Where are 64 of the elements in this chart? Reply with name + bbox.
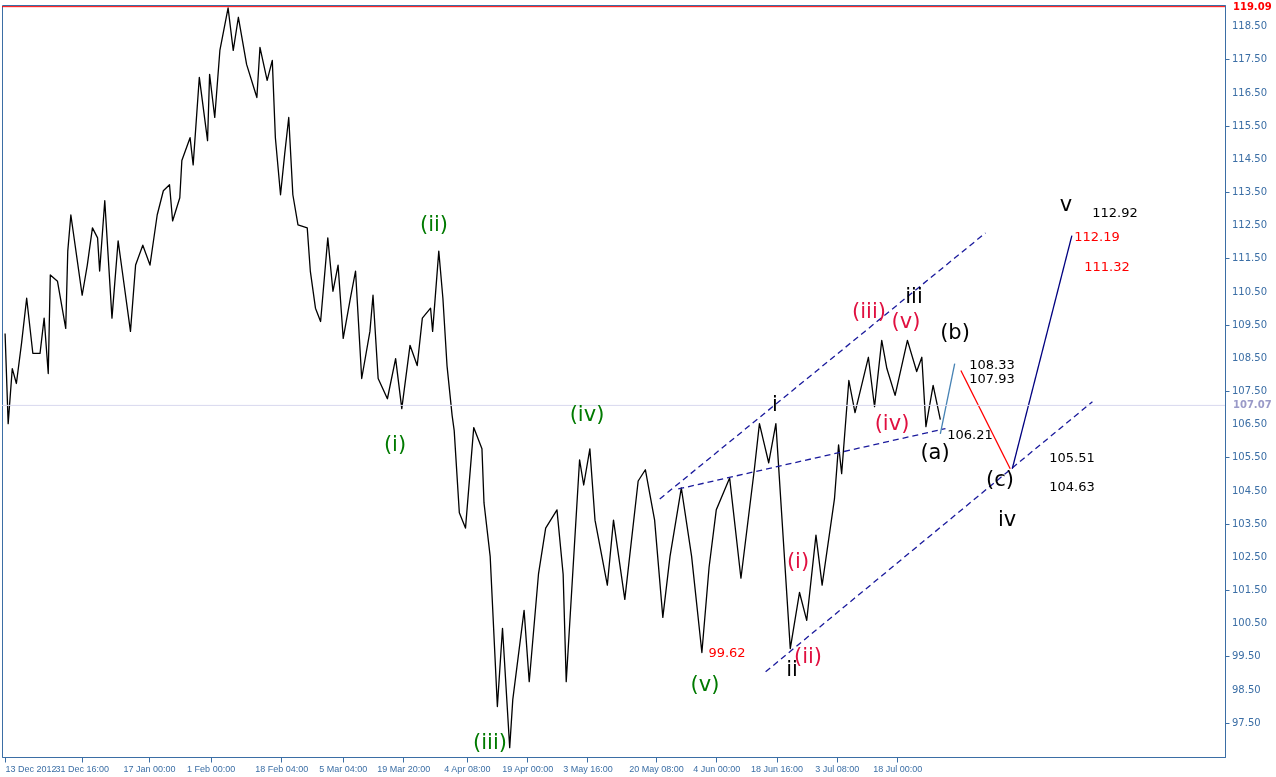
y-tick-label: 100.50 [1232, 617, 1267, 629]
annotation: 111.32 [1084, 259, 1130, 274]
x-tick-label: 18 Jul 00:00 [873, 763, 923, 774]
annotation: i [772, 392, 778, 416]
y-tick-label: 112.50 [1232, 219, 1267, 231]
annotation: 104.63 [1049, 479, 1095, 494]
y-tick-label: 116.50 [1232, 86, 1267, 98]
x-tick-label: 20 May 08:00 [629, 763, 684, 774]
x-tick-label: 1 Feb 00:00 [187, 763, 236, 774]
ref-line-label: 107.07 [1233, 399, 1272, 411]
ref-line-label: 119.09 [1233, 0, 1272, 12]
x-tick-label: 18 Jun 16:00 [751, 763, 804, 774]
x-tick-label: 18 Feb 04:00 [255, 763, 309, 774]
x-tick-label: 17 Jan 00:00 [123, 763, 176, 774]
annotation: 105.51 [1049, 450, 1095, 465]
annotation: (c) [986, 467, 1014, 491]
y-tick-label: 109.50 [1232, 318, 1267, 330]
y-tick-label: 115.50 [1232, 119, 1267, 131]
y-tick-label: 104.50 [1232, 484, 1267, 496]
x-tick-label: 19 Apr 00:00 [502, 763, 554, 774]
annotation: (b) [940, 320, 970, 344]
y-tick-label: 117.50 [1232, 53, 1267, 65]
y-tick-label: 105.50 [1232, 451, 1267, 463]
y-tick-label: 99.50 [1232, 650, 1261, 662]
annotation: 106.21 [947, 427, 993, 442]
y-tick-label: 111.50 [1232, 252, 1267, 264]
x-tick-label: 5 Mar 04:00 [319, 763, 368, 774]
annotation: 112.19 [1074, 229, 1120, 244]
y-tick-label: 97.50 [1232, 716, 1261, 728]
annotation: (i) [383, 432, 407, 456]
annotation: iv [997, 507, 1017, 531]
annotation: 112.92 [1092, 205, 1138, 220]
y-tick-label: 101.50 [1232, 584, 1267, 596]
x-tick-label: 31 Dec 16:00 [55, 763, 110, 774]
y-tick-label: 98.50 [1232, 683, 1261, 695]
annotation: (iii) [852, 299, 886, 323]
y-tick-label: 113.50 [1232, 186, 1267, 198]
x-tick-label: 3 Jul 08:00 [815, 763, 860, 774]
annotation: (v) [891, 309, 921, 333]
annotation: (iii) [473, 730, 507, 754]
y-tick-label: 106.50 [1232, 418, 1267, 430]
x-tick-label: 13 Dec 2012 [5, 763, 57, 774]
annotation: v [1059, 192, 1073, 216]
annotation: iii [905, 284, 923, 308]
annotation: (ii) [419, 212, 449, 236]
annotation: (i) [786, 549, 810, 573]
annotation: (iv) [874, 411, 910, 435]
y-tick-label: 107.50 [1232, 385, 1267, 397]
y-tick-label: 118.50 [1232, 20, 1267, 32]
annotation: (v) [690, 672, 720, 696]
annotation: 99.62 [708, 645, 746, 660]
x-tick-label: 19 Mar 20:00 [377, 763, 431, 774]
x-tick-label: 3 May 16:00 [563, 763, 613, 774]
annotation: (a) [920, 440, 950, 464]
y-tick-label: 102.50 [1232, 550, 1267, 562]
y-tick-label: 110.50 [1232, 285, 1267, 297]
annotation: (iv) [569, 402, 605, 426]
annotation: 107.93 [969, 371, 1015, 386]
y-tick-label: 103.50 [1232, 517, 1267, 529]
x-tick-label: 4 Jun 00:00 [693, 763, 741, 774]
y-tick-label: 108.50 [1232, 351, 1267, 363]
y-tick-label: 114.50 [1232, 152, 1267, 164]
x-tick-label: 4 Apr 08:00 [444, 763, 491, 774]
annotation: 108.33 [969, 357, 1015, 372]
